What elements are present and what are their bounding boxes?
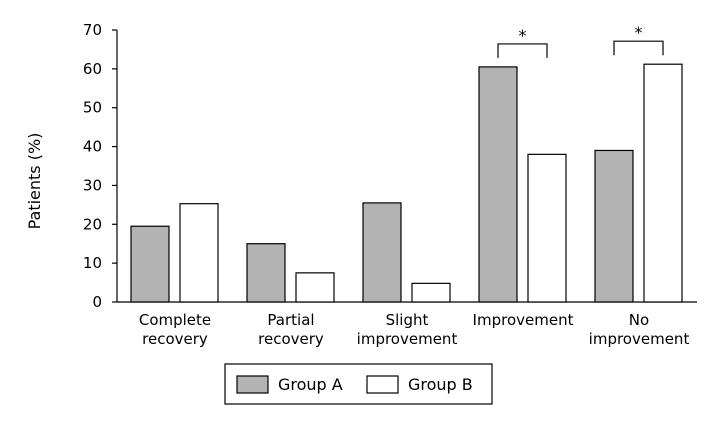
- x-tick-label: improvement: [357, 330, 458, 348]
- x-tick-label: improvement: [589, 330, 690, 348]
- y-tick-label: 0: [92, 293, 102, 311]
- bar-group-a: [130, 225, 170, 303]
- y-tick-label: 40: [83, 138, 102, 156]
- legend-swatch: [366, 375, 399, 394]
- bar-group-b: [179, 203, 219, 303]
- y-tick-label: 20: [83, 215, 102, 233]
- x-tick-label: Partial: [267, 311, 314, 329]
- x-tick-label: recovery: [258, 330, 324, 348]
- x-tick-label: Slight: [386, 311, 429, 329]
- y-axis-label: Patients (%): [25, 133, 44, 230]
- x-tick-label: Complete: [139, 311, 211, 329]
- legend-label: Group B: [408, 375, 473, 394]
- y-ticks: 0 10 20 30 40 50 60 70: [83, 21, 117, 311]
- bar-group-a: [362, 202, 402, 303]
- significance-bracket: [613, 40, 664, 56]
- bar-group-a: [246, 243, 286, 303]
- y-tick-label: 30: [83, 176, 102, 194]
- y-tick-label: 60: [83, 60, 102, 78]
- x-tick-label: No: [629, 311, 649, 329]
- y-tick-label: 50: [83, 99, 102, 117]
- x-tick-label: Improvement: [473, 311, 574, 329]
- x-tick-label: recovery: [142, 330, 208, 348]
- bar-group-b: [295, 272, 335, 303]
- legend-box: [224, 363, 493, 405]
- bar-group-a: [594, 149, 634, 303]
- bar-group-a: [478, 66, 518, 303]
- significance-asterisk: *: [519, 26, 527, 45]
- bar-group-b: [527, 153, 567, 303]
- legend-swatch: [236, 375, 269, 394]
- legend-label: Group A: [278, 375, 343, 394]
- x-tick-labels: CompleterecoveryPartialrecoverySlightimp…: [139, 311, 690, 348]
- bar-group-b: [643, 63, 683, 303]
- significance-annotations: * *: [497, 23, 664, 58]
- bar-group-b: [411, 282, 451, 303]
- significance-bracket: [497, 43, 548, 58]
- legend: Group A Group B: [224, 363, 493, 405]
- y-tick-label: 70: [83, 21, 102, 39]
- significance-asterisk: *: [635, 23, 643, 42]
- y-tick-label: 10: [83, 254, 102, 272]
- bars: [130, 63, 683, 303]
